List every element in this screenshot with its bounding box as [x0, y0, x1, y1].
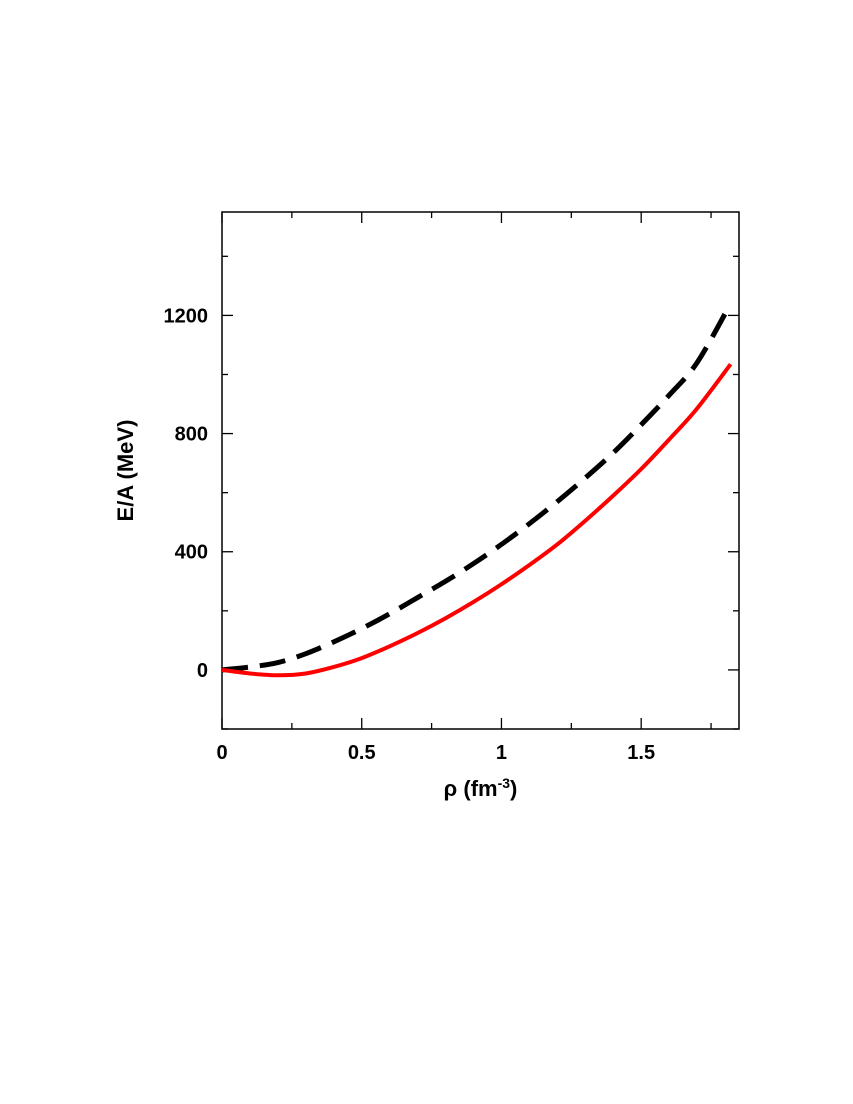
series-solid-line — [221, 362, 733, 678]
y-tick-label: 800 — [175, 424, 208, 446]
y-tick-label: 0 — [197, 660, 208, 682]
x-axis-label-base: ρ (fm — [444, 776, 498, 801]
x-tick-label: 0.5 — [348, 742, 376, 764]
x-tick-label: 0 — [216, 742, 227, 764]
y-tick-label: 1200 — [164, 305, 209, 327]
x-axis-label-superscript: -3 — [498, 775, 511, 791]
series-dashed-line — [221, 302, 733, 673]
x-tick-label: 1 — [496, 742, 507, 764]
y-axis-label: E/A (MeV) — [113, 420, 138, 522]
plot-frame — [221, 211, 740, 730]
ticks — [221, 212, 739, 730]
y-tick-label: 400 — [175, 542, 208, 564]
series-group — [221, 302, 733, 678]
x-axis-label: ρ (fm-3) — [444, 775, 518, 801]
x-tick-label: 1.5 — [627, 742, 655, 764]
tick-labels: 0 0.5 1 1.5 0 400 800 1200 — [164, 305, 656, 764]
x-axis-label-suffix: ) — [510, 776, 517, 801]
